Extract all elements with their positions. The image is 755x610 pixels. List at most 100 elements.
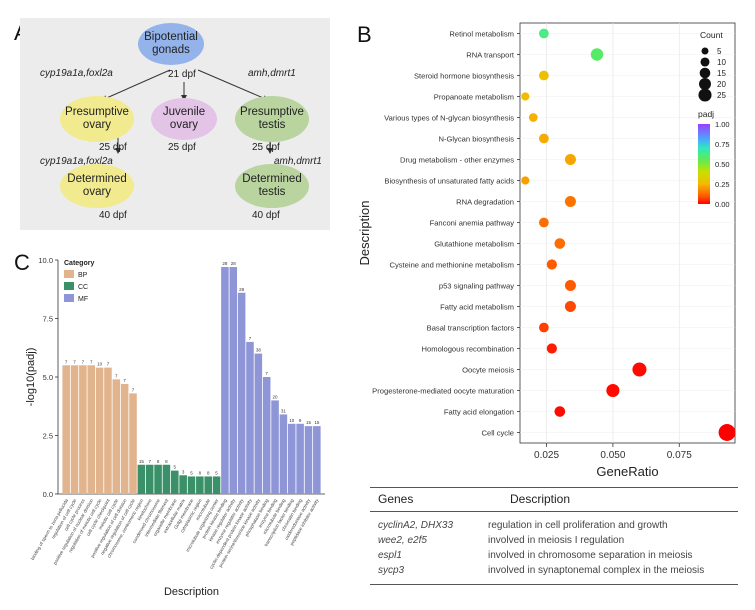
- bar-value-label: 8: [165, 459, 168, 464]
- bar: [120, 384, 129, 494]
- bar: [137, 464, 146, 494]
- bar-value-label: 10: [97, 362, 103, 367]
- table-bottom-rule: [370, 578, 738, 585]
- count-legend-label: 10: [717, 58, 726, 67]
- y-tick-label: Fatty acid elongation: [444, 408, 514, 417]
- bar-value-label: 8: [157, 459, 160, 464]
- y-tick-label: Fanconi anemia pathway: [430, 219, 515, 228]
- dot-point: [521, 92, 530, 101]
- padj-tick-label: 0.50: [715, 160, 730, 169]
- padj-colorbar: [698, 124, 710, 204]
- count-legend-dot: [699, 67, 711, 79]
- description-cell: involved in meiosis I regulation: [488, 535, 625, 546]
- dot-point: [554, 238, 566, 249]
- bar: [129, 393, 137, 494]
- dot-point: [564, 279, 576, 292]
- bar-value-label: 15: [139, 459, 145, 464]
- count-legend-label: 5: [717, 47, 722, 56]
- arrow-to-presumptive-ovary: [101, 69, 171, 101]
- node-bipotential-gonads: Bipotential gonads: [138, 23, 204, 65]
- y-tick-label: Various types of N-glycan biosynthesis: [384, 114, 514, 123]
- dot-point: [528, 113, 538, 122]
- bar-value-label: 10: [289, 418, 295, 423]
- dot-point: [564, 195, 576, 208]
- bar-value-label: 8: [207, 470, 210, 475]
- label-gene-left-bottom: cyp19a1a,foxl2a: [40, 156, 113, 167]
- bar: [262, 377, 271, 494]
- bar-value-label: 7: [82, 359, 85, 364]
- dot-point: [554, 406, 566, 417]
- bar-value-label: 7: [107, 362, 110, 367]
- bar: [62, 365, 70, 494]
- y-axis-label: -log10(padj): [25, 348, 37, 407]
- y-tick-label: Basal transcription factors: [427, 324, 515, 333]
- node-determined-testis: Determined testis: [235, 164, 309, 208]
- padj-tick-label: 0.75: [715, 140, 730, 149]
- dot-point: [539, 70, 549, 81]
- node-presumptive-ovary: Presumptive ovary: [60, 96, 134, 142]
- bar-value-label: 7: [73, 359, 76, 364]
- y-tick-label: Progesterone-mediated oocyte maturation: [372, 387, 514, 396]
- description-cell: regulation in cell proliferation and gro…: [488, 520, 668, 531]
- table-header: Genes Description: [370, 487, 738, 512]
- y-tick-label: Homologous recombination: [422, 345, 514, 354]
- count-legend-title: Count: [700, 30, 723, 40]
- y-tick-label: 0.0: [43, 490, 53, 499]
- description-cell: involved in synaptonemal complex in the …: [488, 565, 705, 576]
- table-row: sycp3 involved in synaptonemal complex in…: [370, 563, 738, 578]
- y-axis-label: Description: [357, 200, 372, 265]
- label-gene-right-top: amh,dmrt1: [248, 68, 296, 79]
- panel-label-c: C: [14, 250, 30, 275]
- bar-value-label: 7: [265, 371, 268, 376]
- label-gene-right-bottom: amh,dmrt1: [274, 156, 322, 167]
- legend-swatch: [64, 282, 74, 290]
- bar: [221, 267, 229, 494]
- bar-value-label: 7: [249, 336, 252, 341]
- panel-label-b: B: [357, 22, 372, 47]
- gene-cell: sycp3: [378, 565, 405, 576]
- y-tick-label: 7.5: [43, 315, 53, 324]
- bar: [145, 464, 154, 494]
- description-cell: involved in chromosome separation in mei…: [488, 550, 693, 561]
- bar-value-label: 7: [123, 378, 126, 383]
- gene-table: Genes Description cyclinA2, DHX33 regulat…: [370, 487, 738, 585]
- dot-point: [539, 28, 549, 39]
- node-juvenile-ovary: Juvenile ovary: [151, 98, 217, 140]
- panel-b-dot-plot: 0.025 0.050 0.075 Retinol metabolism RNA tra…: [355, 18, 755, 483]
- dot-point: [632, 362, 647, 377]
- bar: [304, 426, 313, 494]
- label-21-dpf: 21 dpf: [168, 69, 196, 80]
- bar-value-label: 5: [174, 465, 177, 470]
- bar: [70, 365, 79, 494]
- bar-value-label: 7: [148, 459, 151, 464]
- x-axis-label: GeneRatio: [596, 464, 658, 479]
- y-tick-label: p53 signaling pathway: [439, 282, 514, 291]
- y-tick-label: Drug metabolism - other enzymes: [400, 156, 514, 165]
- dot-point: [564, 153, 576, 166]
- y-tick-label: Fatty acid metabolism: [440, 303, 514, 312]
- y-tick-label: 10.0: [38, 256, 53, 265]
- bar-value-label: 7: [90, 359, 93, 364]
- dot-point: [546, 343, 557, 354]
- y-tick-label: Propanoate metabolism: [434, 93, 514, 102]
- bar: [196, 476, 204, 494]
- bar-value-label: 28: [222, 261, 228, 266]
- dot-point: [539, 217, 549, 228]
- panel-c-bar-chart: 0.0 2.5 5.0 7.5 10.0 -log10(padj) Description 7…: [20, 250, 350, 605]
- dot-point: [539, 133, 549, 144]
- legend-label: MF: [78, 296, 88, 303]
- y-tick-label: 5.0: [43, 373, 53, 382]
- bar: [112, 379, 121, 494]
- bar-value-label: 15: [306, 420, 312, 425]
- padj-legend-title: padj: [698, 109, 714, 119]
- padj-tick-label: 1.00: [715, 120, 730, 129]
- legend-label: CC: [78, 284, 88, 291]
- bar-value-label: 31: [281, 408, 287, 413]
- arrow-to-presumptive-testis: [197, 69, 269, 101]
- bar: [154, 464, 162, 494]
- dot-point: [521, 176, 530, 185]
- bar-value-label: 8: [199, 470, 202, 475]
- padj-tick-label: 0.25: [715, 180, 730, 189]
- dot-point: [546, 259, 557, 270]
- bar-value-label: 9: [299, 418, 302, 423]
